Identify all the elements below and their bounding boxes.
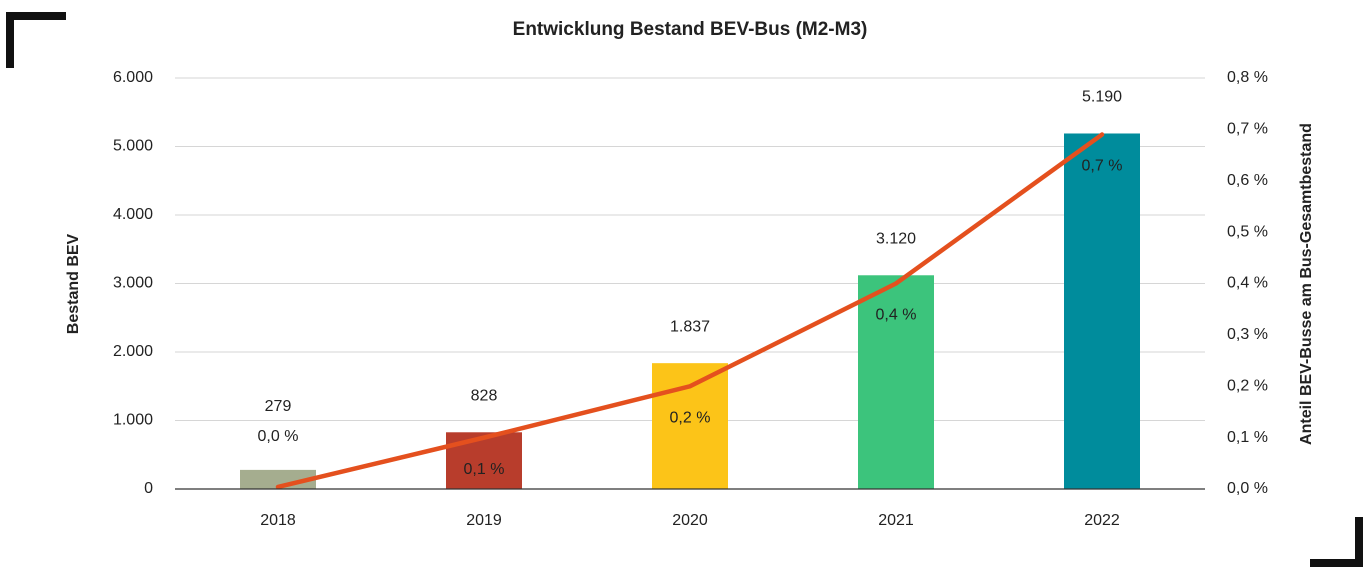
y-tick-label: 5.000 (113, 138, 153, 155)
y2-tick-label: 0,8 % (1227, 69, 1268, 86)
bar-value-label: 5.190 (1082, 89, 1122, 106)
y-tick-label: 2.000 (113, 343, 153, 360)
bar-value-label: 279 (265, 398, 292, 415)
y-tick-label: 0 (144, 480, 153, 497)
x-tick-label: 2021 (878, 512, 914, 529)
y2-tick-label: 0,5 % (1227, 223, 1268, 240)
y2-tick-label: 0,1 % (1227, 429, 1268, 446)
y2-tick-label: 0,4 % (1227, 275, 1268, 292)
y2-tick-label: 0,6 % (1227, 172, 1268, 189)
bar-value-label: 828 (471, 388, 498, 405)
y2-axis-title: Anteil BEV-Busse am Bus-Gesamtbestand (1298, 123, 1315, 445)
bar (858, 275, 934, 489)
x-tick-label: 2020 (672, 512, 708, 529)
chart-title: Entwicklung Bestand BEV-Bus (M2-M3) (513, 19, 868, 40)
x-tick-label: 2018 (260, 512, 296, 529)
y-tick-label: 4.000 (113, 206, 153, 223)
line-value-label: 0,0 % (258, 428, 299, 445)
bar (1064, 133, 1140, 490)
corner-mark (1310, 517, 1363, 567)
bar-value-label: 3.120 (876, 230, 916, 247)
line (275, 132, 1105, 490)
y2-tick-label: 0,2 % (1227, 377, 1268, 394)
y-tick-label: 6.000 (113, 69, 153, 86)
line-value-label: 0,1 % (464, 461, 505, 478)
line-value-label: 0,4 % (876, 307, 917, 324)
bar-value-label: 1.837 (670, 318, 710, 335)
y2-tick-label: 0,0 % (1227, 480, 1268, 497)
line-value-label: 0,7 % (1082, 158, 1123, 175)
y-axis-title: Bestand BEV (65, 233, 82, 334)
y2-tick-label: 0,3 % (1227, 326, 1268, 343)
corner-mark (6, 12, 66, 68)
x-tick-label: 2019 (466, 512, 502, 529)
y2-tick-label: 0,7 % (1227, 121, 1268, 138)
y-tick-label: 3.000 (113, 275, 153, 292)
x-tick-label: 2022 (1084, 512, 1120, 529)
line-value-label: 0,2 % (670, 409, 711, 426)
y-tick-label: 1.000 (113, 412, 153, 429)
